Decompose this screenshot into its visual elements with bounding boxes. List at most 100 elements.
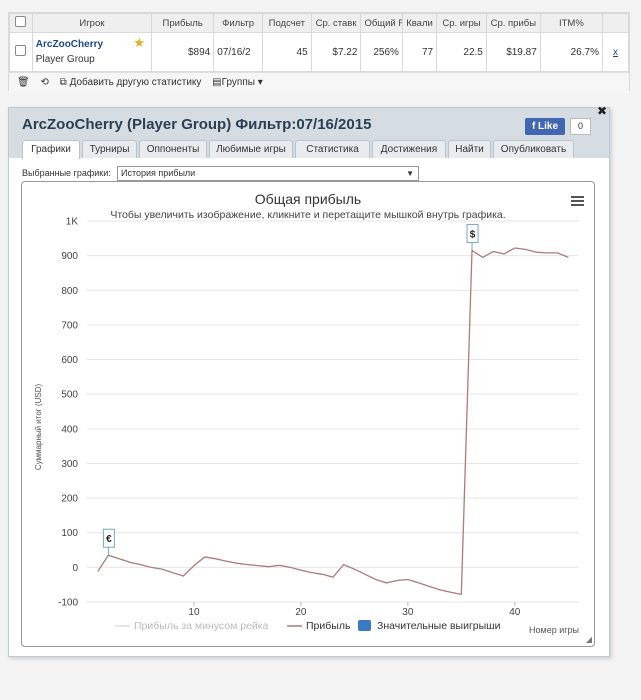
avg-games-cell: 22.5: [436, 32, 487, 72]
y-axis: -100 0 100 200 300 400 500 600 700 800 900 1K: [58, 217, 78, 609]
flag-label: $: [470, 229, 476, 240]
x-tick-label: 20: [295, 607, 307, 618]
menu-icon[interactable]: [571, 196, 584, 206]
y-tick-label: 0: [72, 563, 78, 574]
select-all-checkbox[interactable]: [15, 16, 27, 27]
fb-like-count: 0: [570, 118, 591, 135]
table-row: ArcZooCherry Player Group ★ $894 07/16/2…: [9, 32, 630, 72]
chart-subtitle: Чтобы увеличить изображение, кликните и …: [110, 209, 505, 221]
y-tick-label: 300: [61, 459, 78, 470]
tab-statistics[interactable]: Статистика: [295, 140, 370, 158]
chart-series: [97, 247, 569, 596]
x-axis: 10 20 30 40: [188, 602, 521, 618]
y-tick-label: 900: [61, 251, 78, 262]
x-tick-label: 30: [402, 607, 414, 618]
facebook-like-button[interactable]: f Like: [525, 118, 565, 135]
chart-markers: €$: [102, 223, 479, 556]
badge-icon: ★: [133, 35, 146, 50]
x-axis-title: Номер игры: [529, 625, 579, 635]
chart-title: Общая прибыль: [255, 191, 361, 207]
tab-opponents[interactable]: Оппоненты: [139, 140, 207, 158]
header-remove: [601, 13, 630, 33]
table-toolbar: 🗑 ⟲ ⧉ Добавить другую статистику ▤Группы…: [9, 72, 629, 93]
selected-charts-label: Выбранные графики:: [22, 168, 111, 178]
flag-box: [466, 223, 479, 243]
tab-achievements[interactable]: Достижения: [372, 140, 446, 158]
x-tick-label: 40: [509, 607, 521, 618]
y-tick-label: 700: [61, 320, 78, 331]
trash-icon[interactable]: 🗑: [17, 77, 30, 88]
chart-select-value: История прибыли: [121, 168, 196, 178]
profit-chart[interactable]: Общая прибыль Чтобы увеличить изображени…: [22, 182, 594, 646]
chart-container[interactable]: Общая прибыль Чтобы увеличить изображени…: [21, 181, 595, 647]
panel-header: ArcZooCherry (Player Group) Фильтр:07/16…: [9, 108, 609, 159]
select-all-cell[interactable]: [9, 13, 33, 33]
table-header-row: Игрок Прибыль Фильтр Подсчет Ср. ставк О…: [9, 13, 630, 33]
flag-marker[interactable]: $: [466, 223, 479, 251]
y-tick-label: 400: [61, 424, 78, 435]
legend-item-profit[interactable]: Прибыль: [287, 620, 351, 632]
filter-cell: 07/16/2: [213, 32, 263, 72]
y-tick-label: 600: [61, 355, 78, 366]
tab-tournaments[interactable]: Турниры: [82, 140, 137, 158]
groups-button[interactable]: ▤Группы ▾: [212, 77, 263, 88]
tab-publish[interactable]: Опубликовать: [493, 140, 574, 158]
count-cell: 45: [261, 32, 312, 72]
row-checkbox[interactable]: [15, 45, 27, 56]
legend-swatch: [358, 620, 371, 631]
player-panel: ArcZooCherry (Player Group) Фильтр:07/16…: [8, 104, 610, 657]
add-stats-button[interactable]: ⧉ Добавить другую статистику: [59, 77, 202, 88]
row-checkbox-cell[interactable]: [9, 32, 33, 72]
resize-handle-icon[interactable]: ◢: [585, 635, 592, 644]
legend-item-net-profit[interactable]: Прибыль за минусом рейка: [115, 620, 269, 632]
chart-legend: Прибыль за минусом рейка Прибыль Значитель…: [115, 620, 501, 632]
header-avg-profit[interactable]: Ср. прибы: [485, 13, 541, 33]
legend-label: Значительные выигрыши: [377, 620, 501, 632]
header-total-roi[interactable]: Общий R: [360, 13, 403, 33]
chevron-down-icon: ▼: [406, 169, 414, 178]
refresh-icon[interactable]: ⟲: [40, 77, 49, 88]
y-tick-label: -100: [58, 598, 78, 609]
chart-select[interactable]: История прибыли ▼: [117, 166, 419, 181]
fb-like-label: Like: [538, 121, 559, 132]
flag-marker[interactable]: €: [102, 528, 115, 556]
legend-item-big-wins[interactable]: Значительные выигрыши: [358, 620, 501, 632]
y-tick-label: 100: [61, 528, 78, 539]
total-roi-cell: 256%: [360, 32, 403, 72]
header-profit[interactable]: Прибыль: [151, 13, 215, 33]
flag-label: €: [106, 534, 112, 545]
y-axis-title: Суммарный итог (USD): [34, 384, 43, 471]
profit-cell: $894: [151, 32, 215, 72]
x-tick-label: 10: [188, 607, 200, 618]
add-stats-label: Добавить другую статистику: [69, 77, 202, 88]
quali-cell: 77: [401, 32, 438, 72]
panel-title: ArcZooCherry (Player Group) Фильтр:07/16…: [22, 116, 372, 133]
header-itm[interactable]: ITM%: [539, 13, 603, 33]
flag-box: [102, 528, 115, 548]
header-avg-games[interactable]: Ср. игры: [436, 13, 487, 33]
player-name-link[interactable]: ArcZooCherry: [35, 39, 104, 50]
stats-table: Игрок Прибыль Фильтр Подсчет Ср. ставк О…: [9, 13, 630, 72]
player-group-label: Player Group: [35, 54, 95, 65]
header-avg-stake[interactable]: Ср. ставк: [310, 13, 362, 33]
tab-charts[interactable]: Графики: [22, 140, 80, 159]
chart-grid: [87, 220, 579, 603]
series-line-profit[interactable]: [97, 247, 569, 596]
tab-find[interactable]: Найти: [448, 140, 491, 158]
header-player[interactable]: Игрок: [31, 13, 153, 33]
header-quali[interactable]: Квали: [401, 13, 438, 33]
close-icon[interactable]: ✖: [596, 104, 607, 118]
legend-label: Прибыль: [306, 620, 351, 632]
header-count[interactable]: Подсчет: [261, 13, 312, 33]
header-filter[interactable]: Фильтр: [213, 13, 263, 33]
stats-table-container: Игрок Прибыль Фильтр Подсчет Ср. ставк О…: [8, 12, 630, 93]
remove-row-link[interactable]: x: [601, 32, 630, 72]
y-tick-label: 500: [61, 390, 78, 401]
facebook-icon: f: [531, 121, 539, 132]
y-tick-label: 800: [61, 286, 78, 297]
avg-profit-cell: $19.87: [485, 32, 541, 72]
y-tick-label: 200: [61, 494, 78, 505]
tab-favorite-games[interactable]: Любимые игры: [209, 140, 293, 158]
legend-label: Прибыль за минусом рейка: [134, 620, 269, 632]
itm-cell: 26.7%: [539, 32, 603, 72]
